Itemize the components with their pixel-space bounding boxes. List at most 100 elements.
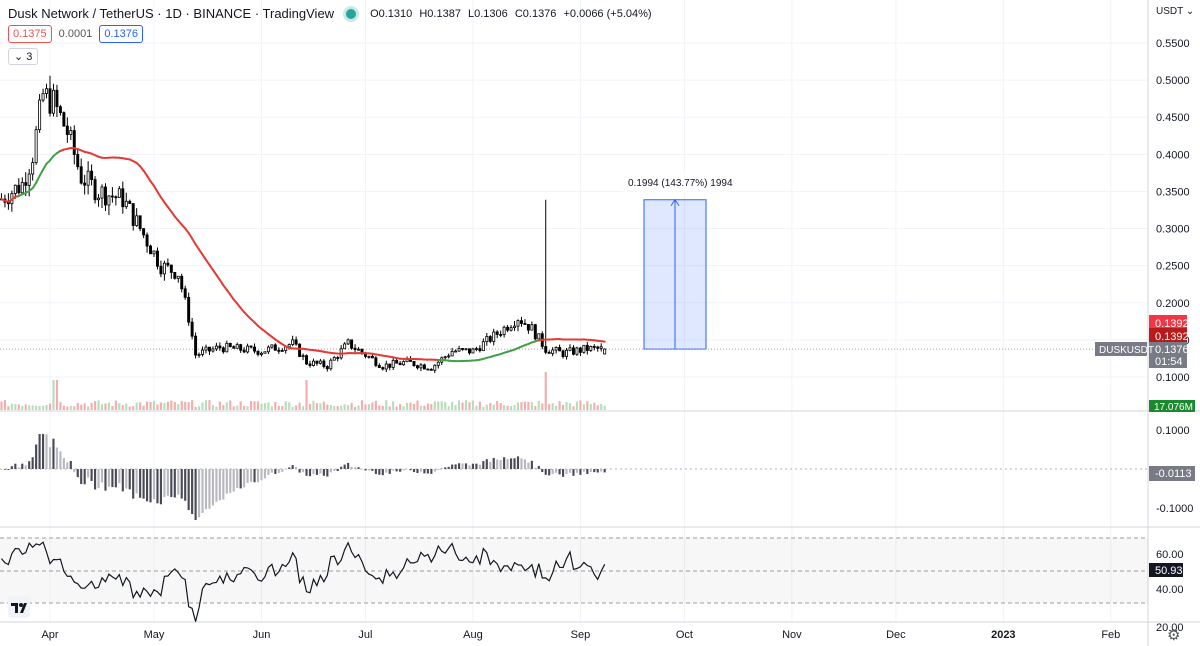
ma-segment xyxy=(170,210,176,218)
macd-bar xyxy=(184,469,187,501)
month-label: Apr xyxy=(41,629,58,641)
close-value: C0.1376 xyxy=(514,7,557,20)
macd-bar xyxy=(527,462,530,469)
volume-bar xyxy=(145,401,149,410)
macd-bar xyxy=(229,469,232,493)
sell-button[interactable]: 0.1375 xyxy=(8,25,52,43)
macd-bar xyxy=(516,456,520,469)
macd-bar xyxy=(416,469,419,473)
volume-bar xyxy=(464,400,468,410)
volume-bar xyxy=(128,406,131,410)
volume-bar xyxy=(333,406,336,410)
volume-bar xyxy=(69,405,72,410)
volume-bar xyxy=(24,404,27,410)
volume-bar xyxy=(288,402,291,410)
candle-body xyxy=(176,275,180,279)
candle-body xyxy=(589,346,593,351)
macd-bar xyxy=(201,469,204,513)
macd-bar xyxy=(572,469,575,476)
macd-bar xyxy=(239,469,242,489)
macd-bar xyxy=(447,466,450,469)
tradingview-logo-icon[interactable] xyxy=(8,596,30,618)
volume-bar xyxy=(353,406,357,410)
settings-gear-icon[interactable]: ⚙ xyxy=(1167,627,1181,644)
volume-bar xyxy=(509,406,513,410)
volume-bar xyxy=(496,400,499,410)
macd-bar xyxy=(225,469,228,494)
macd-bar xyxy=(149,469,152,503)
volume-bar xyxy=(350,402,353,410)
volume-bar xyxy=(603,405,606,410)
volume-bar xyxy=(374,400,377,410)
candle-body xyxy=(155,250,159,267)
volume-bar xyxy=(347,405,350,410)
macd-bar xyxy=(197,469,201,518)
ohlc-legend: O0.1310 H0.1387 L0.1306 C0.1376 +0.0066 … xyxy=(370,8,655,20)
high-value: H0.1387 xyxy=(419,7,461,20)
month-label: Jul xyxy=(358,629,372,641)
volume-bar xyxy=(90,402,93,410)
volume-bar xyxy=(152,400,156,410)
macd-bar xyxy=(509,458,513,469)
candle-body xyxy=(190,321,194,337)
candle-body xyxy=(318,360,322,364)
rsi-line xyxy=(1,541,606,622)
trade-buttons: 0.1375 0.0001 0.1376 xyxy=(8,25,143,43)
macd-bar xyxy=(215,469,218,502)
low-value: L0.1306 xyxy=(468,7,508,20)
volume-bar xyxy=(274,401,277,410)
macd-bar xyxy=(496,459,499,469)
volume-bar xyxy=(534,406,537,410)
candle-body xyxy=(353,347,357,350)
volume-bar xyxy=(367,404,371,410)
macd-tick-label: -0.1000 xyxy=(1156,503,1193,515)
macd-bar xyxy=(530,460,533,469)
candle-body xyxy=(530,324,534,331)
axis-labels: USDT ⌄ 0.5500 0.5000 0.4500 0.4000 0.3500 0.30… xyxy=(41,6,1195,641)
macd-bar xyxy=(315,469,319,475)
candle-body xyxy=(204,346,208,351)
volume-bar xyxy=(21,405,24,410)
macd-bar xyxy=(461,463,464,469)
volume-bar xyxy=(388,406,391,410)
indicators-toggle[interactable]: ⌄ 3 xyxy=(8,48,39,65)
candle-body xyxy=(575,347,579,355)
volume-bar xyxy=(475,405,478,410)
macd-bar xyxy=(336,469,339,471)
buy-button[interactable]: 0.1376 xyxy=(99,25,143,43)
macd-bar xyxy=(437,469,440,471)
candle-body xyxy=(596,346,600,349)
macd-bar xyxy=(596,469,599,473)
volume-bar xyxy=(527,401,530,410)
volume-bar xyxy=(378,405,381,410)
ma-price-tag-2-bg xyxy=(1149,328,1187,343)
macd-bar xyxy=(31,457,34,469)
candle-body xyxy=(502,326,506,335)
macd-bar xyxy=(83,469,86,485)
candle-body xyxy=(499,334,503,336)
candle-body xyxy=(263,351,267,354)
volume-bar xyxy=(135,402,138,410)
macd-bar xyxy=(187,469,190,511)
candle-body xyxy=(571,347,575,355)
candle-body xyxy=(481,341,485,352)
macd-bar xyxy=(298,469,301,473)
volume-tag-bg xyxy=(1149,400,1195,412)
macd-bar xyxy=(392,469,395,471)
candle-body xyxy=(568,347,572,351)
volume-bar xyxy=(142,405,145,410)
volume-bar xyxy=(191,400,194,410)
candle-body xyxy=(461,348,465,350)
candle-body xyxy=(329,359,333,370)
symbol-tag: DUSKUSDT xyxy=(1099,345,1154,356)
volume-bar xyxy=(222,405,225,410)
volume-bar xyxy=(163,402,166,410)
ma-segment xyxy=(35,174,41,184)
chart-header: Dusk Network / TetherUS · 1D · BINANCE ·… xyxy=(8,6,656,21)
candle-body xyxy=(62,112,66,127)
candle-body xyxy=(124,200,128,208)
volume-bar xyxy=(218,401,221,410)
volume-bar xyxy=(430,404,433,410)
symbol-title[interactable]: Dusk Network / TetherUS · 1D · BINANCE ·… xyxy=(8,6,335,21)
